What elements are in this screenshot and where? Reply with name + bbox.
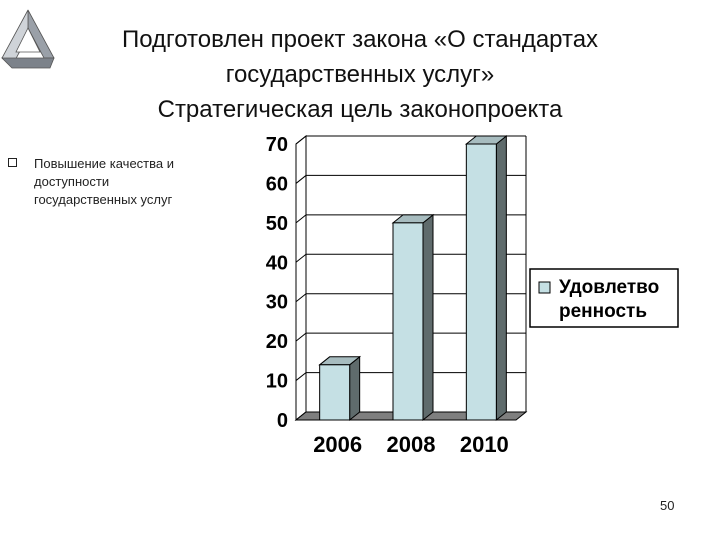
gridline (295, 293, 526, 303)
gridline (295, 135, 526, 145)
title-line-1: Подготовлен проект закона «О стандартах (121, 26, 599, 53)
legend-swatch (538, 281, 551, 294)
legend-label: ренность (559, 301, 647, 322)
y-tick-label: 30 (266, 292, 288, 314)
x-tick-label: 2008 (387, 432, 436, 457)
title-line-2: государственных услуг» (225, 61, 495, 88)
page-number: 50 (660, 498, 675, 513)
y-tick-label: 60 (266, 173, 288, 195)
y-tick-label: 0 (277, 410, 288, 432)
x-tick-label: 2006 (313, 432, 362, 457)
bullet-square-icon (8, 158, 17, 167)
legend-box (529, 268, 679, 328)
bar (465, 143, 497, 421)
y-tick-label: 40 (266, 252, 288, 274)
bar (392, 222, 424, 421)
y-tick-label: 10 (266, 371, 288, 393)
bullet-line-2: доступности (34, 174, 110, 189)
bar-chart: 0 10 20 30 40 50 60 70 2006 2008 2010 Удовлетво ренн… (266, 134, 679, 457)
bar-side (495, 134, 507, 422)
y-tick-label: 50 (266, 213, 288, 235)
gridline (295, 214, 526, 224)
y-tick-label: 70 (266, 134, 288, 156)
gridline (295, 372, 526, 381)
slide-title: Подготовлен проект закона «О стандартах … (60, 22, 660, 127)
penrose-triangle-logo (1, 9, 55, 69)
gridline (295, 253, 526, 263)
bar-side (349, 355, 361, 422)
bullet-text: Повышение качества и доступности государ… (34, 155, 223, 209)
gridline (295, 174, 526, 184)
title-line-3: Стратегическая цель законопроекта (157, 96, 563, 123)
bar (319, 364, 351, 421)
bullet-item: Повышение качества и доступности государ… (8, 155, 223, 209)
bullet-line-3: государственных услуг (34, 192, 173, 207)
x-tick-label: 2010 (460, 432, 509, 457)
chart-side-wall (295, 134, 307, 422)
y-tick-label: 20 (266, 331, 288, 353)
bullet-line-1: Повышение качества и (34, 156, 175, 171)
legend-label: Удовлетво (559, 277, 659, 298)
gridline (295, 332, 526, 342)
bar-side (422, 213, 434, 422)
